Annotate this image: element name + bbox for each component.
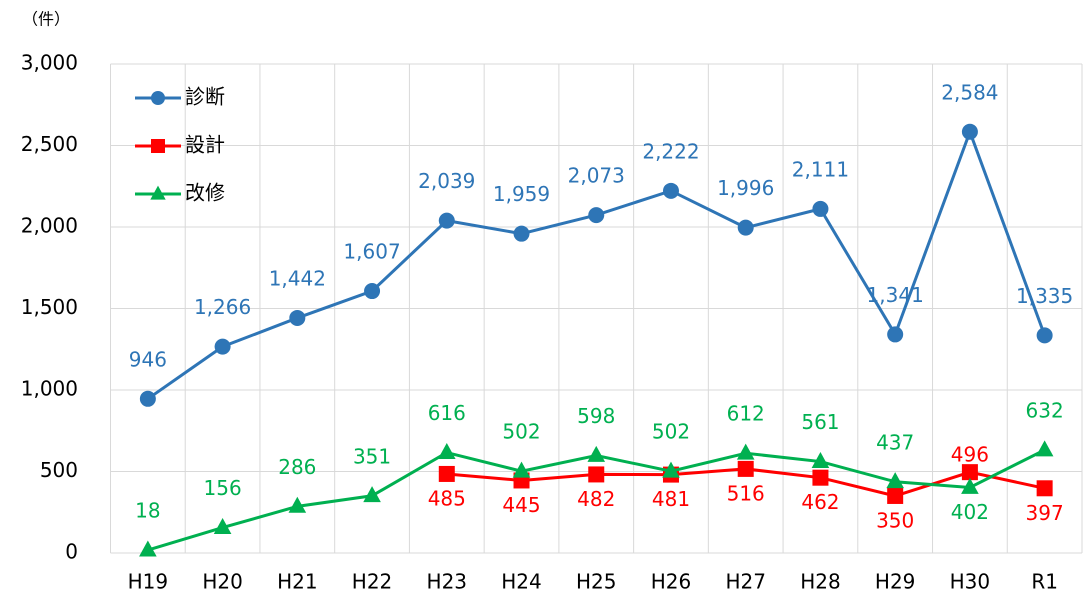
y-tick-label: 1,000 (21, 377, 78, 401)
data-label: 481 (652, 487, 690, 511)
point (737, 460, 754, 477)
data-label: 1,335 (1016, 284, 1073, 308)
data-label: 350 (876, 508, 914, 532)
point (961, 477, 979, 494)
data-label: 2,222 (642, 139, 699, 163)
point (437, 442, 456, 459)
x-tick-label: H26 (651, 570, 692, 594)
point (1035, 440, 1054, 457)
x-tick-label: H21 (277, 570, 318, 594)
data-label: 616 (428, 401, 466, 425)
point (438, 212, 455, 229)
data-label: 156 (204, 476, 242, 500)
data-label: 2,073 (568, 164, 625, 188)
x-tick-label: H30 (950, 570, 991, 594)
point (662, 461, 680, 478)
point (1036, 480, 1053, 497)
point (139, 390, 156, 407)
y-tick-label: 2,000 (21, 214, 78, 238)
point (736, 443, 755, 460)
data-label: 632 (1026, 398, 1064, 422)
data-label: 462 (801, 490, 839, 514)
x-tick-label: H19 (128, 570, 169, 594)
x-tick-label: H29 (875, 570, 916, 594)
data-label: 2,039 (418, 169, 475, 193)
point (364, 283, 381, 300)
point (737, 219, 754, 236)
point (151, 139, 165, 153)
x-tick-label: H20 (202, 570, 243, 594)
data-label: 1,341 (867, 283, 924, 307)
data-label: 485 (428, 486, 466, 510)
point (588, 466, 605, 483)
point (1036, 327, 1053, 344)
x-tick-label: H28 (800, 570, 841, 594)
data-label: 18 (135, 499, 160, 523)
data-label: 1,266 (194, 295, 251, 319)
point (438, 465, 455, 482)
x-tick-label: H27 (725, 570, 766, 594)
data-label: 402 (951, 500, 989, 524)
point (513, 225, 530, 242)
x-tick-label: H23 (427, 570, 468, 594)
point (587, 445, 606, 462)
data-label: 502 (502, 420, 540, 444)
point (961, 123, 978, 140)
data-label: 561 (801, 410, 839, 434)
data-label: 437 (876, 430, 914, 454)
data-label: 1,442 (269, 266, 326, 290)
data-label: 516 (727, 481, 765, 505)
point (213, 517, 232, 534)
point (288, 496, 307, 513)
point (214, 338, 231, 355)
point (512, 461, 531, 478)
data-label: 612 (727, 402, 765, 426)
y-axis-label: （件） (22, 10, 70, 29)
point (139, 540, 157, 557)
data-label: 2,111 (792, 157, 849, 181)
data-label: 598 (577, 404, 615, 428)
data-label: 2,584 (941, 80, 998, 104)
point (151, 91, 165, 105)
x-tick-label: R1 (1031, 570, 1058, 594)
y-tick-label: 3,000 (21, 51, 78, 75)
x-tick-label: H24 (501, 570, 542, 594)
data-label: 445 (502, 493, 540, 517)
point (887, 487, 904, 504)
data-label: 351 (353, 444, 391, 468)
x-tick-label: H22 (352, 570, 393, 594)
y-tick-label: 1,500 (21, 295, 78, 319)
data-label: 502 (652, 420, 690, 444)
data-label: 1,996 (717, 176, 774, 200)
data-label: 482 (577, 487, 615, 511)
point (588, 207, 605, 224)
data-label: 1,959 (493, 182, 550, 206)
point (150, 185, 166, 200)
y-tick-label: 0 (65, 540, 78, 564)
point (961, 464, 978, 481)
data-label: 286 (278, 455, 316, 479)
data-label: 496 (951, 443, 989, 467)
y-tick-label: 2,500 (21, 132, 78, 156)
data-label: 946 (129, 347, 167, 371)
point (662, 182, 679, 199)
legend-label: 診断 (185, 85, 225, 109)
point (886, 472, 904, 489)
legend-label: 改修 (185, 181, 225, 205)
legend-label: 設計 (185, 133, 225, 157)
data-label: 1,607 (343, 240, 400, 264)
data-label: 397 (1026, 501, 1064, 525)
point (363, 486, 381, 503)
x-tick-label: H25 (576, 570, 617, 594)
point (811, 451, 830, 468)
point (887, 326, 904, 343)
point (289, 309, 306, 326)
point (812, 200, 829, 217)
point (812, 469, 829, 486)
y-tick-label: 500 (40, 458, 78, 482)
